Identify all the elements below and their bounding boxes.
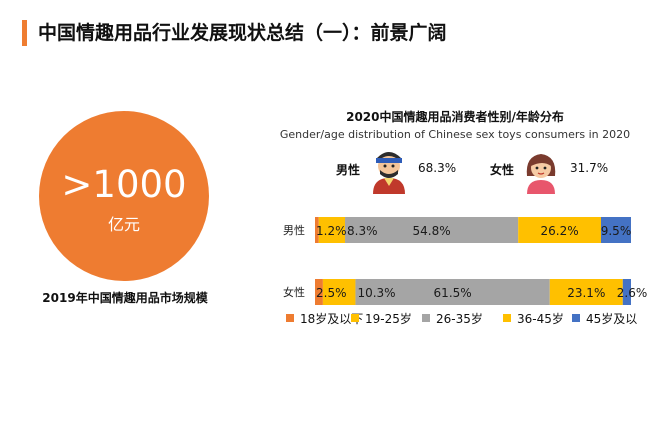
data-label-0-2: 54.8% bbox=[413, 224, 451, 238]
row-label-1: 女性 bbox=[283, 285, 305, 299]
bar-segment-0-2 bbox=[345, 217, 519, 243]
bar-segment-1-4 bbox=[622, 279, 631, 305]
female-percentage: 31.7% bbox=[570, 161, 609, 175]
legend-label-4: 45岁及以 bbox=[586, 311, 637, 326]
bar-segment-0-3 bbox=[518, 217, 601, 243]
page-title: 中国情趣用品行业发展现状总结（一）：前景广阔 bbox=[38, 22, 447, 44]
data-label-1-3: 23.1% bbox=[567, 286, 605, 300]
data-label-1-1: 10.3% bbox=[357, 286, 395, 300]
legend-swatch-2 bbox=[422, 314, 430, 322]
chart-title: 2020中国情趣用品消费者性别/年龄分布 bbox=[346, 110, 564, 124]
bar-segment-0-4 bbox=[600, 217, 631, 243]
data-label-1-0: 2.5% bbox=[316, 286, 347, 300]
data-label-1-4: 2.6% bbox=[617, 286, 648, 300]
market-size-caption: 2019年中国情趣用品市场规模 bbox=[42, 291, 208, 305]
market-size-unit: 亿元 bbox=[107, 215, 140, 234]
bar-segment-1-1 bbox=[322, 279, 356, 305]
female-label: 女性 bbox=[490, 163, 515, 177]
data-label-0-3: 26.2% bbox=[541, 224, 579, 238]
chart-subtitle: Gender/age distribution of Chinese sex t… bbox=[279, 128, 631, 141]
legend-label-2: 26-35岁 bbox=[436, 311, 483, 326]
bar-segment-0-0 bbox=[315, 217, 319, 243]
row-label-0: 男性 bbox=[283, 223, 305, 237]
legend-swatch-3 bbox=[503, 314, 511, 322]
male-percentage: 68.3% bbox=[418, 161, 457, 175]
market-size-circle: >1000 亿元 bbox=[39, 111, 209, 281]
data-label-0-0: 1.2% bbox=[316, 224, 347, 238]
legend-swatch-4 bbox=[572, 314, 580, 322]
legend-label-1: 19-25岁 bbox=[365, 311, 412, 326]
man-avatar-icon bbox=[367, 148, 411, 198]
title-accent-bar bbox=[22, 20, 27, 46]
data-label-1-2: 61.5% bbox=[434, 286, 472, 300]
bar-segment-1-0 bbox=[315, 279, 323, 305]
bar-segment-1-2 bbox=[355, 279, 550, 305]
legend-swatch-1 bbox=[351, 314, 359, 322]
legend-label-0: 18岁及以下 bbox=[300, 311, 363, 326]
bar-segment-0-1 bbox=[318, 217, 346, 243]
legend-swatch-0 bbox=[286, 314, 294, 322]
woman-avatar-icon bbox=[521, 148, 561, 198]
market-size-value: >1000 bbox=[61, 163, 187, 206]
data-label-0-4: 9.5% bbox=[601, 224, 632, 238]
bar-segment-1-3 bbox=[549, 279, 623, 305]
legend-label-3: 36-45岁 bbox=[517, 311, 564, 326]
male-label: 男性 bbox=[336, 163, 361, 177]
data-label-0-1: 8.3% bbox=[347, 224, 378, 238]
